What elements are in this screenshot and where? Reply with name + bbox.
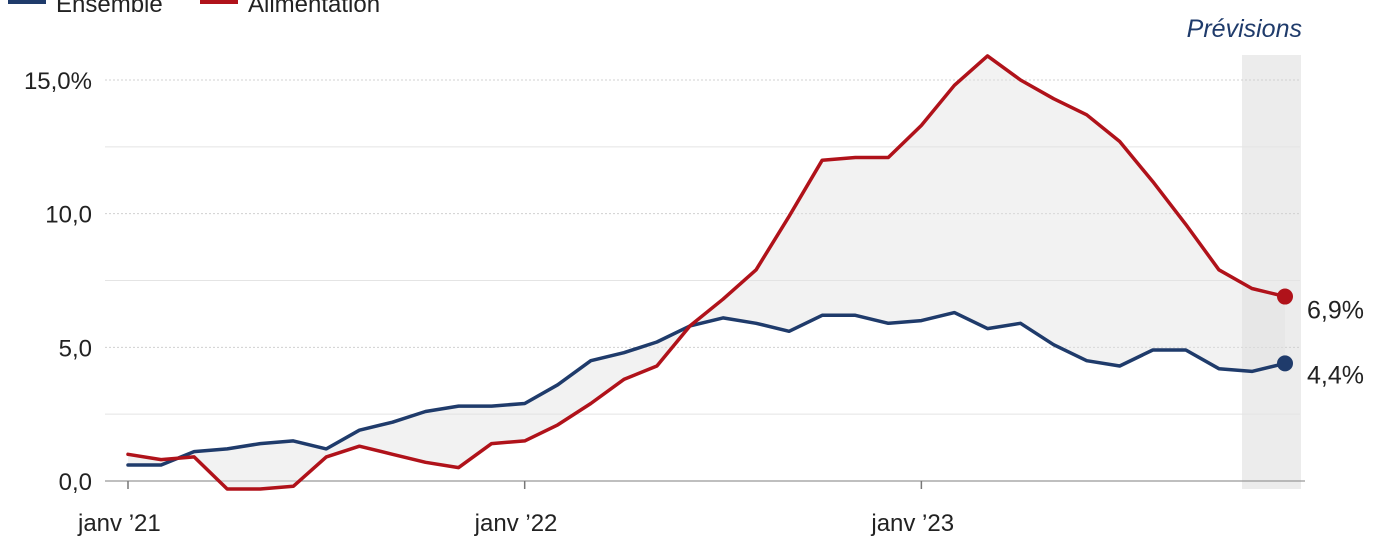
y-tick-label: 5,0 [59,335,92,362]
y-tick-label: 10,0 [45,202,92,229]
end-marker-ensemble [1277,355,1293,372]
x-tick-label: janv ’22 [474,510,558,537]
y-tick-label: 0,0 [59,469,92,496]
y-tick-label: 15,0% [24,68,92,95]
x-tick-label: janv ’23 [870,510,954,537]
end-marker-alimentation [1277,288,1293,305]
end-label-ensemble: 4,4% [1307,361,1364,389]
legend: Ensemble Alimentation [8,0,380,18]
series-line-ensemble [126,310,1287,467]
legend-label-alimentation: Alimentation [248,0,380,18]
forecast-band [1242,55,1301,489]
series-line-alimentation [126,54,1287,491]
legend-label-ensemble: Ensemble [56,0,163,18]
plot-area: 0,0 5,0 10,0 15,0% janv ’21 janv ’22 janv ’23 4… [24,54,1364,537]
end-label-alimentation: 6,9% [1307,297,1364,325]
gap-area [128,55,1285,490]
x-tick-label: janv ’21 [77,510,161,537]
forecast-label: Prévisions [1187,15,1302,43]
